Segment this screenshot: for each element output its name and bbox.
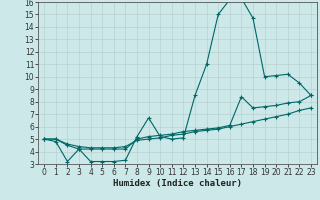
X-axis label: Humidex (Indice chaleur): Humidex (Indice chaleur)	[113, 179, 242, 188]
